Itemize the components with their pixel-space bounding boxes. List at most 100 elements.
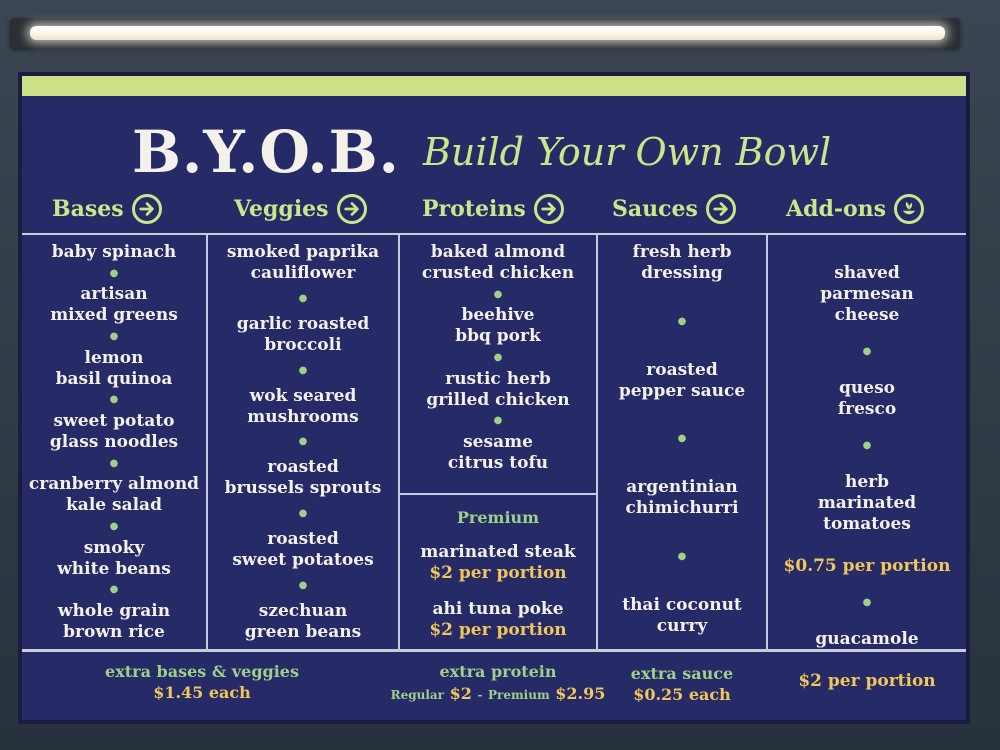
bases-column: baby spinach ● artisan mixed greens ● le… [22,234,206,647]
menu-item-addon: guacamole $2 per portion [798,608,935,713]
separator-dot: ● [109,330,119,342]
title-build-your-own-bowl: Build Your Own Bowl [422,130,832,174]
category-veggies: Veggies [234,194,367,224]
ceiling-light-fixture [10,18,960,48]
separator-dot: ● [493,351,503,363]
separator-dot: ● [298,364,308,376]
menu-item-sauce: argentinian chimichurri [625,477,739,519]
menu-item-veggie: wok seared mushrooms [247,385,359,427]
regular-label: Regular [390,688,445,702]
column-divider [766,233,768,651]
menu-item-sauce: fresh herb dressing [632,242,732,283]
category-proteins: Proteins [422,194,564,224]
addon-name: shaved parmesan cheese [820,263,914,325]
separator-dot: ● [493,415,503,427]
addon-price: $2 per portion [798,671,936,691]
menu-item-protein: beehive bbq pork [455,305,541,347]
premium-item: ahi tuna poke $2 per portion [400,599,596,641]
menu-item-protein: rustic herb grilled chicken [426,368,570,410]
menu-item-base: sweet potato glass noodles [49,410,179,452]
separator-dot: ● [109,394,119,406]
addon-name: guacamole [815,629,919,649]
menu-item-addon: queso fresco [838,357,896,441]
addons-column: shaved parmesan cheese ● queso fresco ● … [768,234,966,691]
menu-item-protein: baked almond crusted chicken [421,242,575,283]
category-addons: Add-ons [786,194,925,224]
separator-dot: ● [298,580,308,592]
menu-item-base: artisan mixed greens [50,284,178,326]
menu-item-addon: herb marinated tomatoes $0.75 per portio… [784,451,951,598]
category-label: Proteins [422,196,526,222]
addon-name: queso fresco [837,378,897,419]
menu-item-base: baby spinach [51,242,177,262]
column-divider [206,233,208,651]
premium-price-label: Premium [488,688,550,702]
separator-dot: ● [298,508,308,520]
separator-dot: ● [862,440,872,451]
arrow-right-icon [131,194,162,224]
menu-item-veggie: roasted brussels sprouts [224,457,382,499]
menu-item-base: whole grain brown rice [57,600,171,642]
separator-dot: ● [109,584,119,596]
grid-top-line [22,233,966,235]
sauces-column: fresh herb dressing ● roasted pepper sau… [598,234,766,647]
grid-bottom-line [22,649,966,652]
extra-protein-prices: Regular $2 - Premium $2.95 [378,684,618,703]
extra-bases-label: extra bases & veggies [105,662,299,681]
category-label: Sauces [612,196,698,222]
menu-item-protein: sesame citrus tofu [447,431,549,473]
regular-price: $2 [449,684,472,703]
premium-item: marinated steak $2 per portion [400,542,596,584]
premium-item-name: marinated steak [420,542,576,562]
extra-sauce-label: extra sauce [630,664,734,683]
premium-item-price: $2 per portion [429,620,567,640]
arrow-right-icon [533,194,564,224]
separator-dot: ● [298,292,308,304]
separator-dot: ● [109,457,119,469]
menu-item-veggie: roasted sweet potatoes [232,529,374,571]
menu-board: B.Y.O.B. Build Your Own Bowl Bases Veggi… [18,72,970,724]
category-label: Bases [52,196,124,222]
proteins-column: baked almond crusted chicken ● beehive b… [400,234,596,486]
arrow-right-icon [705,194,736,224]
dash: - [477,688,483,702]
category-sauces: Sauces [612,194,736,224]
addon-price: $0.75 per portion [783,556,951,576]
separator-dot: ● [677,315,687,327]
veggies-column: smoked paprika cauliflower ● garlic roas… [208,234,398,647]
menu-item-sauce: roasted pepper sauce [618,359,746,401]
menu-item-veggie: garlic roasted broccoli [236,313,370,355]
menu-item-sauce: thai coconut curry [622,594,742,636]
menu-item-base: cranberry almond kale salad [28,474,200,516]
menu-item-veggie: szechuan green beans [244,600,362,642]
category-label: Veggies [234,196,329,222]
separator-dot: ● [862,346,872,357]
addon-name: herb marinated tomatoes [817,472,917,534]
category-label: Add-ons [786,196,887,222]
premium-label: Premium [456,508,540,527]
extra-protein-label: extra protein [439,662,557,681]
title-byob: B.Y.O.B. [132,118,400,186]
category-bases: Bases [52,194,162,224]
separator-dot: ● [109,267,119,279]
menu-title: B.Y.O.B. Build Your Own Bowl [132,118,831,186]
separator-dot: ● [109,520,119,532]
separator-dot: ● [677,551,687,563]
separator-dot: ● [862,597,872,608]
separator-dot: ● [298,436,308,448]
premium-price: $2.95 [555,684,606,703]
leaf-bowl-icon [894,194,925,224]
extra-sauce-price: $0.25 each [633,685,731,704]
column-divider [596,233,598,651]
separator-dot: ● [677,433,687,445]
top-accent-stripe [22,76,966,96]
menu-item-base: lemon basil quinoa [55,347,173,389]
premium-item-price: $2 per portion [429,563,567,583]
menu-item-base: smoky white beans [57,537,171,579]
separator-dot: ● [493,288,503,300]
extra-bases-price: $1.45 each [153,683,251,702]
menu-item-veggie: smoked paprika cauliflower [226,242,380,283]
premium-item-name: ahi tuna poke [432,599,564,619]
premium-divider [398,493,598,495]
arrow-right-icon [336,194,367,224]
